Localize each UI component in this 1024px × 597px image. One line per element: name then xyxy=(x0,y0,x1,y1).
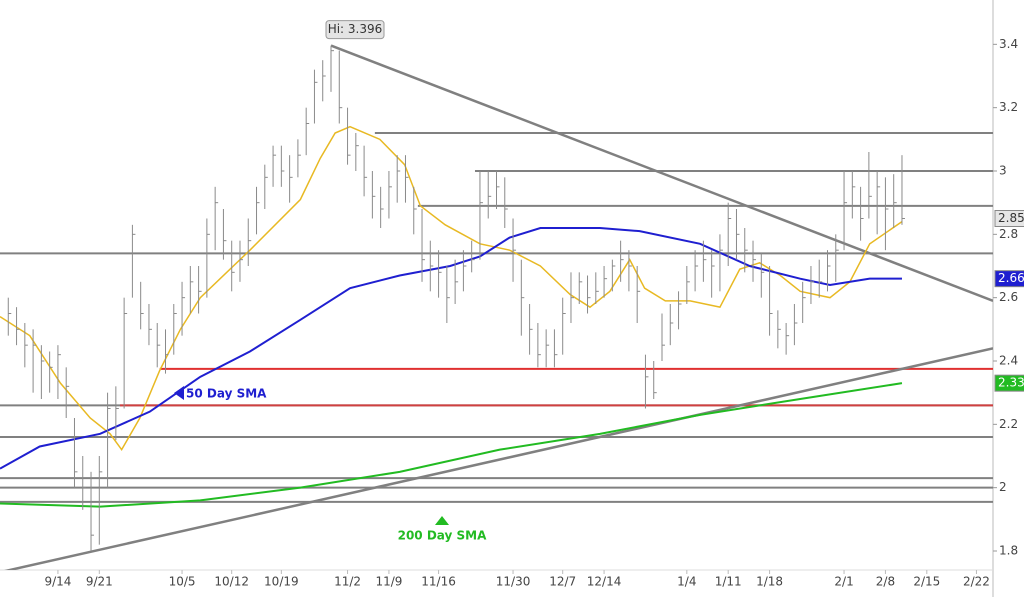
x-tick-label: 12/14 xyxy=(587,575,622,589)
x-tick-label: 11/2 xyxy=(334,575,361,589)
trendline xyxy=(330,44,993,302)
sma200-annotation: 200 Day SMA xyxy=(398,529,488,543)
x-tick-label: 2/1 xyxy=(834,575,853,589)
value-badge-label: 2.66 xyxy=(998,271,1024,285)
x-tick-label: 9/21 xyxy=(86,575,113,589)
x-tick-label: 2/15 xyxy=(913,575,940,589)
x-tick-label: 10/5 xyxy=(169,575,196,589)
value-badge-label: 2.33 xyxy=(998,376,1024,390)
high-label: Hi: 3.396 xyxy=(328,22,383,36)
x-tick-label: 12/7 xyxy=(549,575,576,589)
y-tick-label: 2.4 xyxy=(999,354,1018,368)
x-tick-label: 1/4 xyxy=(677,575,696,589)
ma-line xyxy=(0,125,903,452)
annotation-arrow xyxy=(435,516,449,525)
ma-line xyxy=(0,382,903,508)
value-badge xyxy=(994,270,1024,288)
plot-area xyxy=(0,44,993,570)
y-tick-label: 2 xyxy=(999,480,1007,494)
value-badge xyxy=(994,210,1024,227)
value-badge xyxy=(994,374,1024,392)
y-tick-label: 3 xyxy=(999,164,1007,178)
overlay: 50 Day SMA 200 Day SMA xyxy=(174,386,487,543)
y-tick-label: 2.2 xyxy=(999,417,1018,431)
annotation-arrow xyxy=(174,386,184,400)
x-tick-label: 9/14 xyxy=(44,575,71,589)
trendline xyxy=(4,347,993,570)
y-tick-label: 3.4 xyxy=(999,37,1018,51)
x-tick-label: 11/9 xyxy=(375,575,402,589)
y-tick-label: 2.8 xyxy=(999,227,1018,241)
x-tick-label: 10/19 xyxy=(264,575,299,589)
x-tick-label: 1/11 xyxy=(715,575,742,589)
y-tick-label: 3.2 xyxy=(999,100,1018,114)
value-badge-label: 2.85 xyxy=(998,211,1024,225)
x-tick-label: 11/30 xyxy=(496,575,531,589)
x-tick-label: 2/8 xyxy=(876,575,895,589)
high-label-box xyxy=(325,20,385,40)
x-tick-label: 11/16 xyxy=(421,575,456,589)
x-tick-label: 2/22 xyxy=(963,575,990,589)
y-tick-label: 2.6 xyxy=(999,290,1018,304)
x-tick-label: 10/12 xyxy=(214,575,249,589)
sma50-annotation: 50 Day SMA xyxy=(186,387,267,401)
x-tick-label: 1/18 xyxy=(756,575,783,589)
y-tick-label: 1.8 xyxy=(999,544,1018,558)
